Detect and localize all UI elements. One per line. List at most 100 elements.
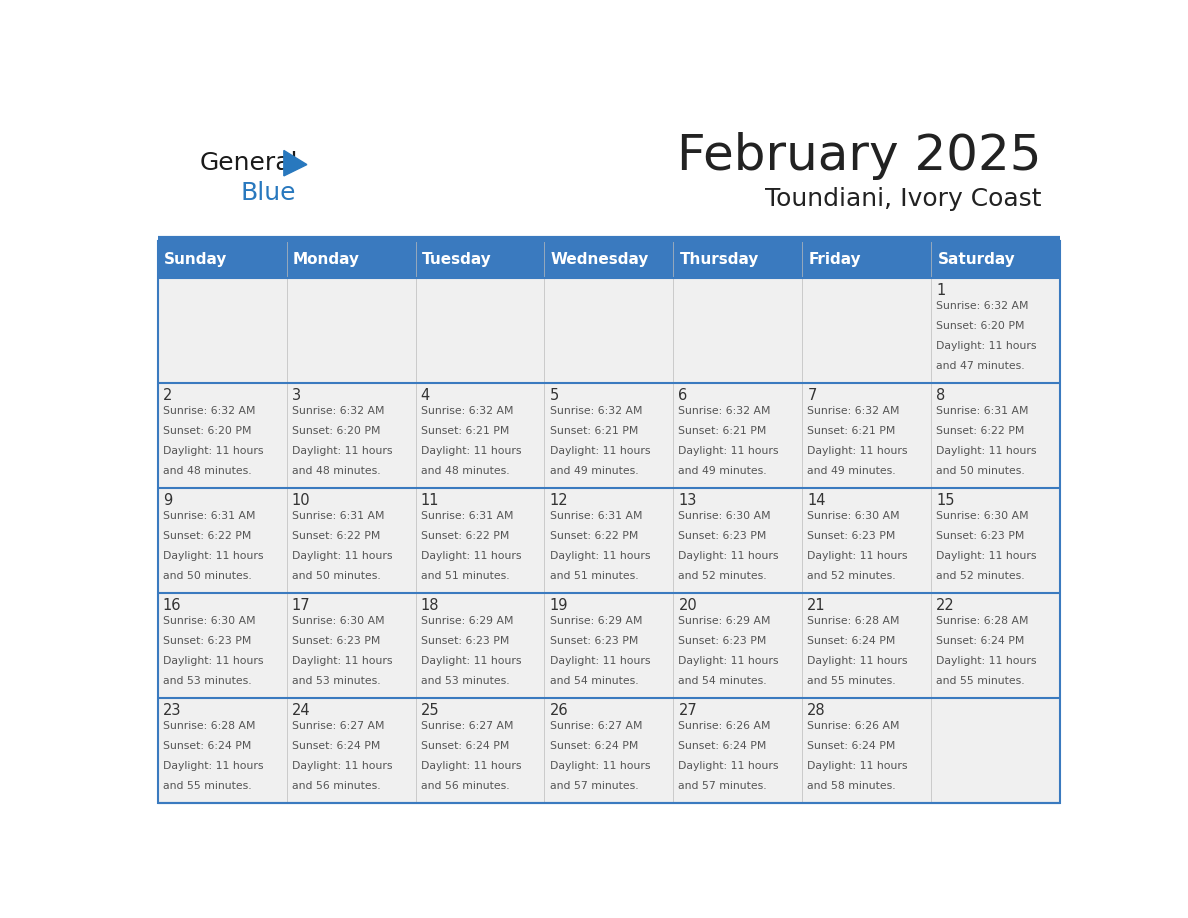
- Text: and 49 minutes.: and 49 minutes.: [678, 465, 767, 476]
- Text: 27: 27: [678, 703, 697, 719]
- Text: Sunset: 6:23 PM: Sunset: 6:23 PM: [292, 636, 380, 646]
- Text: Daylight: 11 hours: Daylight: 11 hours: [678, 761, 779, 771]
- Text: 24: 24: [292, 703, 310, 719]
- Bar: [416, 593, 544, 698]
- Bar: [802, 487, 931, 593]
- Text: Sunset: 6:24 PM: Sunset: 6:24 PM: [421, 741, 508, 751]
- Text: Sunrise: 6:27 AM: Sunrise: 6:27 AM: [550, 722, 642, 731]
- Text: Daylight: 11 hours: Daylight: 11 hours: [678, 551, 779, 561]
- Text: 11: 11: [421, 493, 440, 509]
- Bar: [931, 487, 1060, 593]
- Text: and 50 minutes.: and 50 minutes.: [163, 571, 252, 580]
- Text: Daylight: 11 hours: Daylight: 11 hours: [678, 655, 779, 666]
- Text: Sunrise: 6:31 AM: Sunrise: 6:31 AM: [936, 406, 1029, 416]
- Bar: [802, 277, 931, 383]
- Text: 7: 7: [808, 388, 816, 403]
- Text: and 48 minutes.: and 48 minutes.: [163, 465, 252, 476]
- Text: Sunrise: 6:28 AM: Sunrise: 6:28 AM: [163, 722, 255, 731]
- Text: 9: 9: [163, 493, 172, 509]
- Text: and 52 minutes.: and 52 minutes.: [808, 571, 896, 580]
- Bar: [416, 277, 544, 383]
- Text: and 54 minutes.: and 54 minutes.: [550, 676, 638, 686]
- Text: 12: 12: [550, 493, 568, 509]
- Text: 6: 6: [678, 388, 688, 403]
- Text: Sunrise: 6:32 AM: Sunrise: 6:32 AM: [936, 301, 1029, 311]
- Bar: [286, 593, 416, 698]
- Text: Sunrise: 6:31 AM: Sunrise: 6:31 AM: [421, 511, 513, 521]
- Text: Sunrise: 6:32 AM: Sunrise: 6:32 AM: [808, 406, 899, 416]
- Text: 1: 1: [936, 284, 946, 298]
- Text: Blue: Blue: [240, 181, 296, 205]
- Bar: [544, 487, 674, 593]
- Text: Sunset: 6:22 PM: Sunset: 6:22 PM: [550, 531, 638, 541]
- Text: Sunset: 6:23 PM: Sunset: 6:23 PM: [808, 531, 896, 541]
- Bar: [544, 698, 674, 803]
- Text: and 51 minutes.: and 51 minutes.: [550, 571, 638, 580]
- Text: Daylight: 11 hours: Daylight: 11 hours: [163, 761, 264, 771]
- Text: Sunrise: 6:30 AM: Sunrise: 6:30 AM: [808, 511, 901, 521]
- Text: and 50 minutes.: and 50 minutes.: [936, 465, 1025, 476]
- Bar: [674, 277, 802, 383]
- Bar: [286, 383, 416, 487]
- Text: Sunrise: 6:31 AM: Sunrise: 6:31 AM: [163, 511, 255, 521]
- Bar: [544, 277, 674, 383]
- Text: Sunset: 6:22 PM: Sunset: 6:22 PM: [292, 531, 380, 541]
- Bar: [158, 487, 286, 593]
- Text: and 53 minutes.: and 53 minutes.: [292, 676, 380, 686]
- Text: Sunrise: 6:30 AM: Sunrise: 6:30 AM: [936, 511, 1029, 521]
- Text: and 55 minutes.: and 55 minutes.: [936, 676, 1025, 686]
- Bar: [286, 487, 416, 593]
- Text: Sunset: 6:21 PM: Sunset: 6:21 PM: [550, 426, 638, 436]
- Text: Sunset: 6:24 PM: Sunset: 6:24 PM: [163, 741, 251, 751]
- Text: 10: 10: [292, 493, 310, 509]
- Text: Sunset: 6:22 PM: Sunset: 6:22 PM: [421, 531, 508, 541]
- Bar: [931, 241, 1060, 277]
- Bar: [286, 698, 416, 803]
- Text: and 56 minutes.: and 56 minutes.: [292, 780, 380, 790]
- Text: Toundiani, Ivory Coast: Toundiani, Ivory Coast: [765, 186, 1042, 210]
- Text: and 49 minutes.: and 49 minutes.: [550, 465, 638, 476]
- Text: and 56 minutes.: and 56 minutes.: [421, 780, 510, 790]
- Text: 4: 4: [421, 388, 430, 403]
- Text: Friday: Friday: [809, 252, 861, 267]
- Text: Sunrise: 6:32 AM: Sunrise: 6:32 AM: [163, 406, 255, 416]
- Text: Daylight: 11 hours: Daylight: 11 hours: [163, 655, 264, 666]
- Text: 20: 20: [678, 599, 697, 613]
- Text: Daylight: 11 hours: Daylight: 11 hours: [936, 446, 1037, 455]
- Text: Daylight: 11 hours: Daylight: 11 hours: [550, 446, 650, 455]
- Text: Sunrise: 6:32 AM: Sunrise: 6:32 AM: [678, 406, 771, 416]
- Text: 15: 15: [936, 493, 955, 509]
- Bar: [158, 383, 286, 487]
- Text: and 48 minutes.: and 48 minutes.: [292, 465, 380, 476]
- Text: and 50 minutes.: and 50 minutes.: [292, 571, 380, 580]
- Bar: [802, 383, 931, 487]
- Text: Daylight: 11 hours: Daylight: 11 hours: [421, 446, 522, 455]
- Text: Sunrise: 6:29 AM: Sunrise: 6:29 AM: [678, 616, 771, 626]
- Text: Sunrise: 6:30 AM: Sunrise: 6:30 AM: [163, 616, 255, 626]
- Text: Monday: Monday: [293, 252, 360, 267]
- Text: and 51 minutes.: and 51 minutes.: [421, 571, 510, 580]
- Text: 26: 26: [550, 703, 568, 719]
- Text: Daylight: 11 hours: Daylight: 11 hours: [421, 655, 522, 666]
- Bar: [931, 593, 1060, 698]
- Text: General: General: [200, 151, 298, 175]
- Bar: [931, 383, 1060, 487]
- Text: Daylight: 11 hours: Daylight: 11 hours: [292, 761, 392, 771]
- Text: 23: 23: [163, 703, 182, 719]
- Text: Sunrise: 6:28 AM: Sunrise: 6:28 AM: [808, 616, 899, 626]
- Text: Sunset: 6:20 PM: Sunset: 6:20 PM: [292, 426, 380, 436]
- Text: Sunrise: 6:32 AM: Sunrise: 6:32 AM: [550, 406, 642, 416]
- Text: Sunset: 6:23 PM: Sunset: 6:23 PM: [936, 531, 1024, 541]
- Text: Saturday: Saturday: [937, 252, 1016, 267]
- Bar: [931, 277, 1060, 383]
- Text: Sunset: 6:23 PM: Sunset: 6:23 PM: [678, 636, 766, 646]
- Text: and 54 minutes.: and 54 minutes.: [678, 676, 767, 686]
- Text: Sunset: 6:24 PM: Sunset: 6:24 PM: [808, 741, 896, 751]
- Text: and 52 minutes.: and 52 minutes.: [678, 571, 767, 580]
- Text: and 58 minutes.: and 58 minutes.: [808, 780, 896, 790]
- Text: Sunset: 6:22 PM: Sunset: 6:22 PM: [163, 531, 251, 541]
- Text: Daylight: 11 hours: Daylight: 11 hours: [163, 446, 264, 455]
- Bar: [158, 593, 286, 698]
- Bar: [674, 241, 802, 277]
- Text: Sunrise: 6:31 AM: Sunrise: 6:31 AM: [292, 511, 384, 521]
